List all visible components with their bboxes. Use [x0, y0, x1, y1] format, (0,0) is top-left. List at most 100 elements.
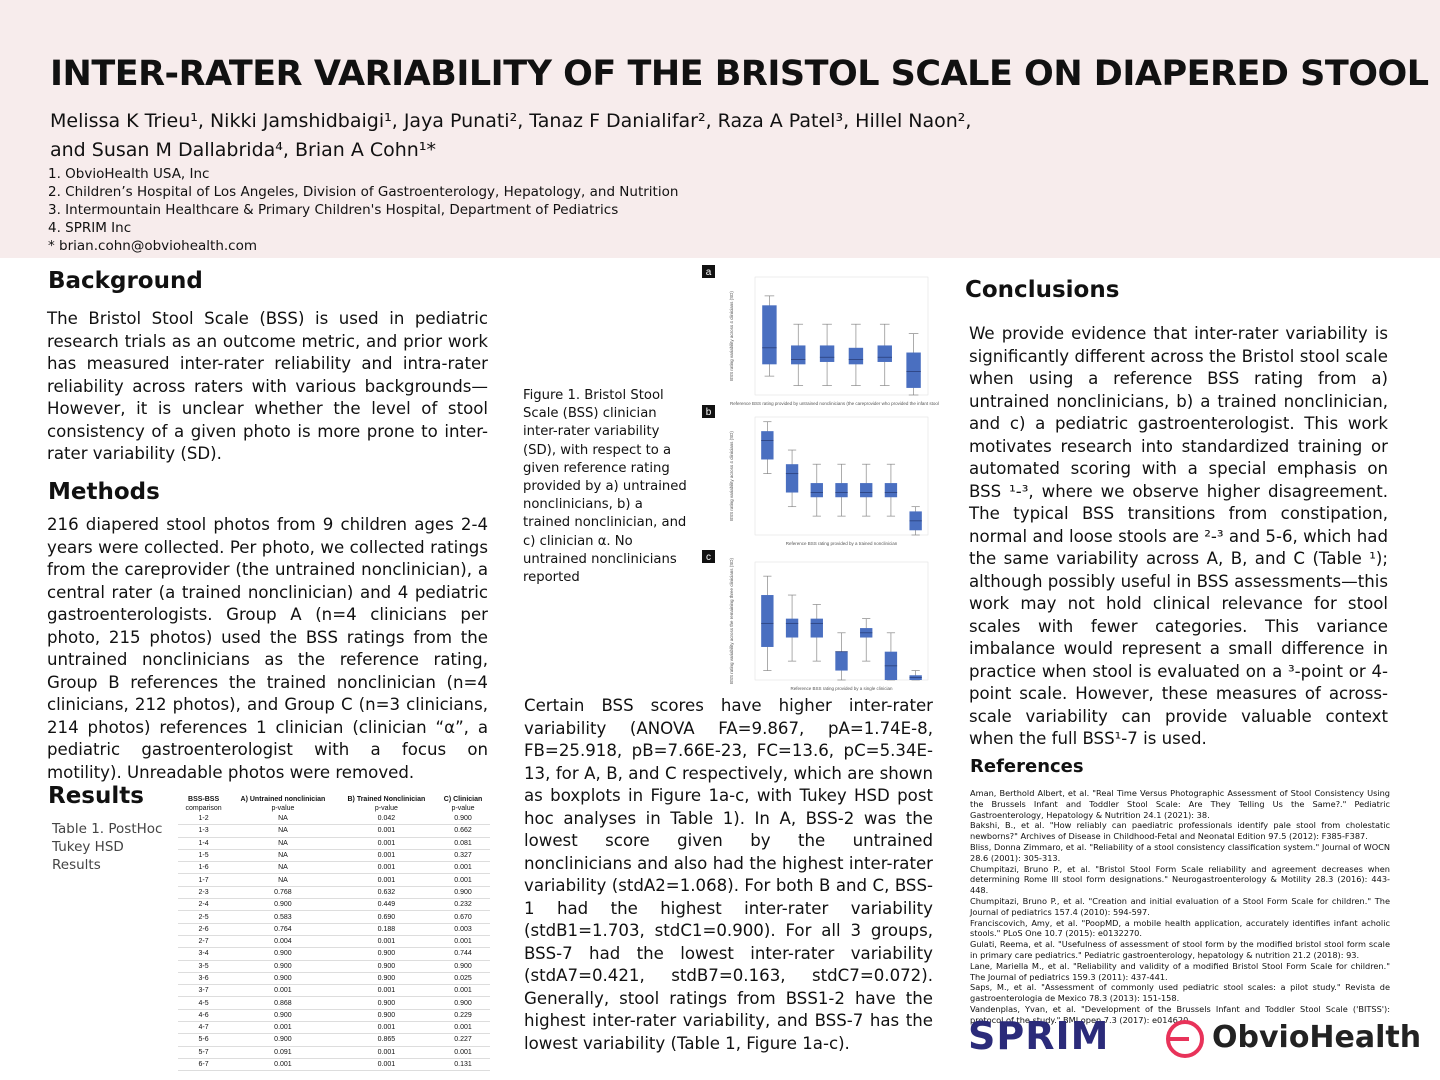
table-cell: 5-6	[178, 1033, 230, 1047]
table-row: 3-4 0.900 0.900 0.744	[178, 947, 490, 961]
box	[906, 352, 921, 388]
table-cell: 0.001	[436, 1021, 490, 1035]
reference: Lane, Mariella M., et al. "Reliability a…	[970, 960, 1390, 982]
table-cell: 0.001	[336, 873, 437, 887]
table-cell: 0.001	[436, 861, 490, 875]
header-row: comparison p-value p-value p-value	[178, 804, 490, 813]
box	[835, 651, 848, 671]
reference: Gulati, Reema, et al. "Usefulness of ass…	[970, 939, 1390, 960]
affiliation: 2. Children’s Hospital of Los Angeles, D…	[48, 184, 679, 200]
table-row: 2-7 0.004 0.001 0.001	[178, 935, 490, 949]
box	[785, 618, 799, 638]
table-row: 2-3 0.768 0.632 0.900	[178, 886, 490, 900]
plot-frame	[754, 416, 929, 536]
affiliation: 3. Intermountain Healthcare & Primary Ch…	[48, 202, 619, 218]
reference: Bliss, Donna Zimmaro, et al. "Reliabilit…	[970, 841, 1390, 863]
table-row: 1-3 NA 0.001 0.662	[178, 824, 490, 838]
table-cell: 0.900	[229, 898, 337, 912]
affiliation: 4. SPRIM Inc	[48, 220, 132, 236]
table-cell: 2-5	[178, 910, 230, 924]
box	[810, 618, 823, 638]
table-cell: 1-5	[178, 849, 230, 863]
table-cell: 4-5	[178, 996, 230, 1010]
table-cell: 0.001	[229, 1021, 337, 1035]
table-cell: 0.229	[436, 1009, 490, 1023]
panel-label: b	[706, 407, 712, 418]
table-cell: 0.900	[336, 996, 437, 1010]
table-cell: NA	[229, 861, 337, 875]
table-cell: NA	[229, 873, 337, 887]
table-cell: 0.900	[229, 1033, 337, 1047]
figure-caption: Figure 1. Bristol Stool Scale (BSS) clin…	[523, 388, 687, 586]
table-cell: 0.900	[229, 947, 337, 961]
table-cell: 0.900	[229, 972, 337, 986]
header-cell: p-value	[451, 805, 475, 812]
table-row: 4-5 0.868 0.900 0.900	[178, 996, 490, 1010]
title: INTER-RATER VARIABILITY OF THE BRISTOL S…	[50, 54, 1429, 94]
box	[860, 483, 873, 498]
table-cell: 0.188	[336, 923, 437, 936]
table-row: 4-7 0.001 0.001 0.001	[178, 1021, 490, 1035]
table-cell: 0.900	[336, 960, 437, 973]
reference: Franciscovich, Amy, et al. "PoopMD, a mo…	[970, 917, 1390, 939]
table-cell: 3-6	[178, 972, 230, 986]
table-cell: 0.001	[336, 984, 437, 998]
table-cell: 0.764	[229, 923, 337, 936]
header-cell: B) Trained Nonclinician	[347, 796, 426, 803]
table-row: 2-4 0.900 0.449 0.232	[178, 898, 490, 912]
x-axis-label: Reference BSS rating provided by a singl…	[790, 686, 893, 691]
table-cell: 0.025	[436, 972, 490, 986]
table-cell: 0.900	[436, 886, 490, 900]
table-cell: 0.003	[436, 923, 490, 936]
y-axis-label: BSS rating variability across the remain…	[729, 557, 734, 684]
table-cell: 0.662	[436, 824, 490, 838]
table-row: 1-5 NA 0.001 0.327	[178, 849, 490, 863]
author-line: Melissa K Trieu¹, Nikki Jamshidbaigi¹, J…	[50, 110, 972, 132]
table-cell: 3-7	[178, 984, 230, 998]
x-axis-label: Reference BSS rating provided by untrain…	[730, 401, 940, 406]
table-cell: 0.868	[229, 996, 337, 1010]
table-cell: 0.001	[229, 1058, 337, 1072]
y-axis-label: BSS rating variability across 4 clinicia…	[729, 291, 734, 381]
paragraph: We provide evidence that inter-rater var…	[969, 324, 1388, 748]
table-row: 3-5 0.900 0.900 0.900	[178, 960, 490, 973]
table-cell: 1-6	[178, 861, 230, 875]
box	[835, 483, 848, 498]
table-row: 3-7 0.001 0.001 0.001	[178, 984, 490, 998]
author-line: and Susan M Dallabrida⁴, Brian A Cohn¹*	[50, 139, 436, 161]
table-cell: 1-2	[178, 813, 230, 826]
table-cell: 0.449	[336, 898, 437, 912]
table-cell: 0.232	[436, 898, 490, 912]
table-cell: 1-7	[178, 873, 230, 887]
reference: Saps, M., et al. "Assessment of commonly…	[970, 982, 1390, 1004]
table: BSS-BSS A) Untrained nonclinician B) Train…	[178, 795, 490, 1072]
table-cell: 0.327	[436, 849, 490, 863]
panel-label: c	[706, 552, 711, 563]
table-cell: 0.001	[229, 984, 337, 998]
table-row: 3-6 0.900 0.900 0.025	[178, 972, 490, 986]
table-cell: 0.001	[436, 1046, 490, 1059]
table-cell: 0.001	[336, 861, 437, 875]
box	[785, 464, 799, 493]
table-row: 1-6 NA 0.001 0.001	[178, 861, 490, 875]
reference: Chumpitazi, Bruno P., et al. "Bristol St…	[970, 863, 1390, 896]
panel-label-box	[702, 550, 715, 563]
affiliation: * brian.cohn@obviohealth.com	[48, 238, 258, 254]
header-cell: BSS-BSS	[188, 796, 220, 803]
table-cell: 0.744	[436, 947, 490, 961]
table-cell: 0.004	[229, 935, 337, 949]
table-cell: 0.900	[436, 813, 490, 826]
table-cell: NA	[229, 813, 337, 826]
panel-label-box	[702, 265, 715, 278]
table-cell: 0.900	[436, 996, 490, 1010]
table-cell: 0.865	[336, 1033, 437, 1047]
section-heading: Conclusions	[965, 277, 1120, 303]
table-cell: 0.081	[436, 837, 490, 850]
table-cell: 2-7	[178, 935, 230, 949]
section-heading: Background	[48, 268, 203, 294]
section-heading: Methods	[48, 479, 160, 505]
table-cell: 0.001	[336, 824, 437, 838]
paragraph: The Bristol Stool Scale (BSS) is used in…	[47, 309, 488, 463]
table-row: 1-4 NA 0.001 0.081	[178, 837, 490, 850]
reference: Vandenplas, Yvan, et al. "Development of…	[970, 1003, 1390, 1025]
